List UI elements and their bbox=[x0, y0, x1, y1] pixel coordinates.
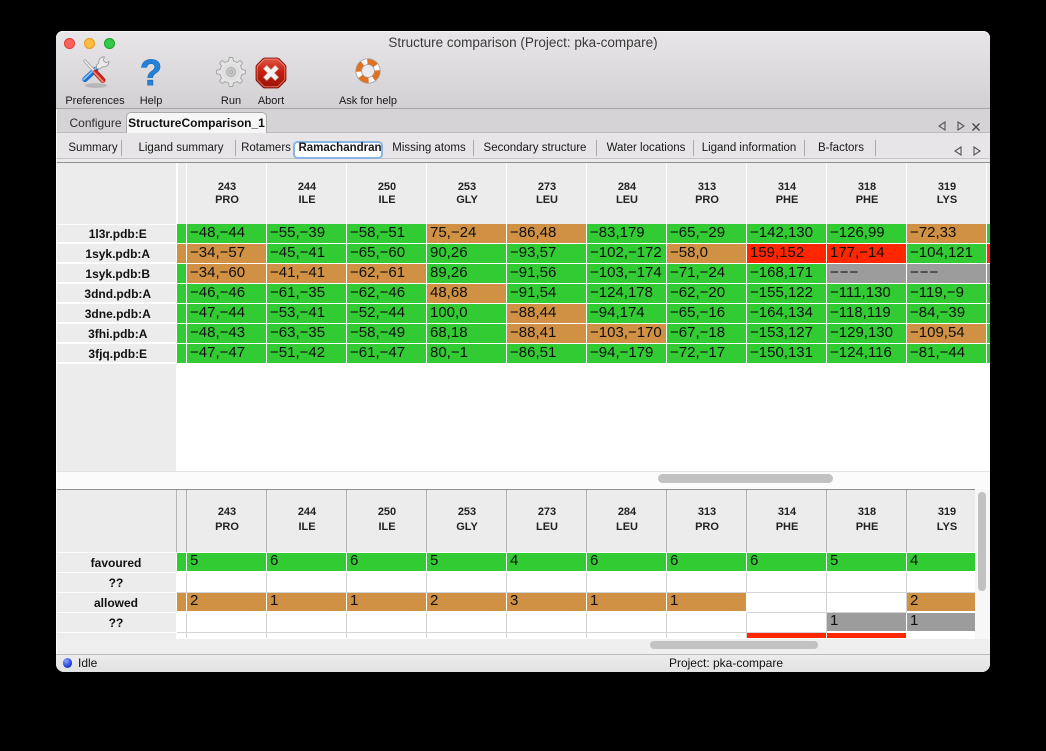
svg-text:?: ? bbox=[140, 55, 162, 91]
